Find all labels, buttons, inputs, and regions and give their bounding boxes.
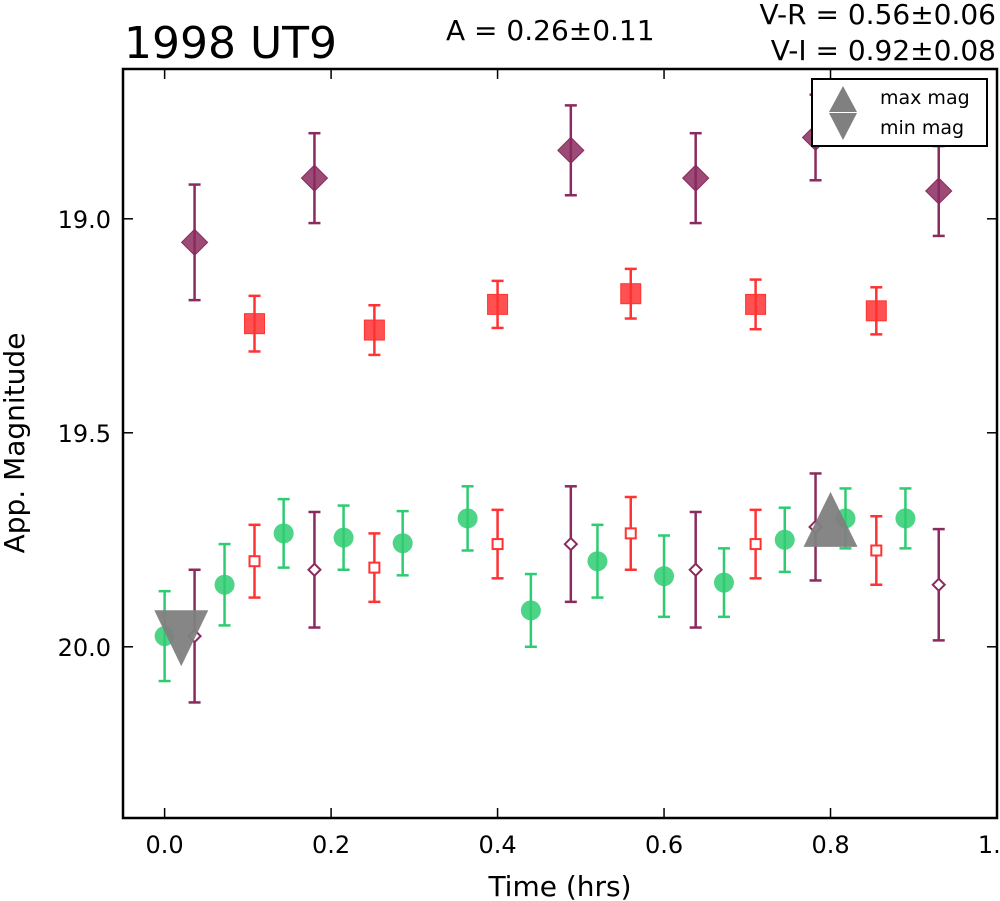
data-point-diamond-filled (300, 164, 329, 192)
data-point-circle-filled (392, 533, 413, 554)
data-point-diamond-filled (925, 177, 953, 205)
data-point-square-open (624, 527, 637, 540)
legend-min-mag-label: min mag (880, 117, 964, 139)
data-point-square-open (368, 561, 381, 574)
x-tick-label: 0.4 (478, 831, 516, 859)
data-point-diamond-filled (681, 164, 710, 192)
x-tick-label: 0.6 (645, 831, 683, 859)
data-point-circle-filled (587, 551, 608, 572)
data-point-square-filled (363, 319, 385, 341)
data-point-diamond-open (688, 562, 704, 578)
data-point-square-filled (244, 313, 266, 335)
data-point-circle-filled (214, 574, 235, 595)
legend: max mag min mag (811, 78, 988, 147)
data-point-circle-filled (457, 508, 478, 529)
data-point-square-filled (620, 283, 642, 305)
data-point-circle-filled (774, 529, 795, 550)
legend-min-mag-icon (829, 113, 857, 140)
chart-title: 1998 UT9 (124, 18, 337, 69)
axes-layer: 0.0 0.2 0.4 0.6 0.8 1.0 19.0 19.5 20.0 (58, 69, 1000, 859)
y-tick-label: 19.5 (58, 420, 111, 448)
max-mag-marker (803, 491, 858, 547)
min-mag-marker (154, 610, 209, 667)
plot-frame (121, 67, 999, 820)
x-axis-label: Time (hrs) (487, 870, 631, 901)
data-point-circle-filled (333, 527, 354, 548)
data-point-diamond-filled (180, 228, 209, 257)
data-point-square-filled (745, 293, 767, 315)
data-point-diamond-open (563, 536, 579, 552)
data-point-diamond-open (307, 562, 322, 578)
data-point-circle-filled (273, 523, 294, 544)
legend-max-mag-label: max mag (880, 87, 970, 109)
y-tick-label: 20.0 (58, 634, 111, 662)
data-layer (154, 93, 953, 704)
data-point-circle-filled (520, 600, 541, 621)
data-point-square-open (491, 538, 504, 551)
data-point-square-filled (865, 300, 887, 322)
data-point-diamond-filled (557, 136, 585, 165)
y-tick-label: 19.0 (58, 206, 111, 234)
v-r-annotation: V-R = 0.56±0.06 (760, 0, 996, 31)
data-point-diamond-open (931, 577, 947, 593)
x-tick-label: 0.8 (811, 831, 849, 859)
data-point-square-open (248, 555, 261, 568)
y-axis-label: App. Magnitude (0, 333, 31, 554)
x-tick-label: 0.0 (146, 831, 184, 859)
data-point-circle-filled (654, 566, 675, 587)
data-point-circle-filled (895, 508, 916, 529)
amplitude-annotation: A = 0.26±0.11 (446, 14, 655, 47)
v-i-annotation: V-I = 0.92±0.08 (771, 34, 996, 67)
data-point-square-open (749, 538, 762, 551)
data-point-square-filled (487, 293, 509, 315)
x-tick-label: 1.0 (978, 831, 1000, 859)
data-point-circle-filled (713, 572, 734, 593)
legend-max-mag-icon (829, 86, 857, 112)
x-tick-label: 0.2 (312, 831, 350, 859)
data-point-square-open (870, 544, 883, 557)
